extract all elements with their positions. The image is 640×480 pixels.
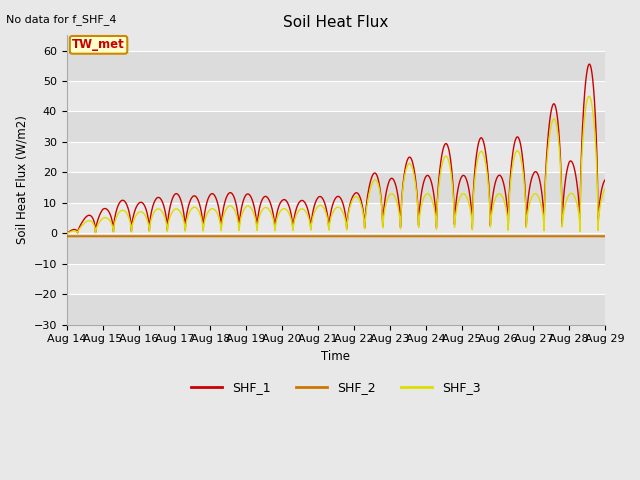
SHF_1 (602, 177, 609, 183)
SHF_3 (591, 130, 598, 136)
SHF_1 (292, 205, 300, 211)
Text: No data for f_SHF_4: No data for f_SHF_4 (6, 14, 117, 25)
SHF_3 (602, 186, 609, 192)
Line: SHF_3: SHF_3 (67, 96, 605, 233)
Bar (67, 172, 605, 203)
SHF_3 (156, 206, 164, 212)
Y-axis label: Soil Heat Flux (W/m2): Soil Heat Flux (W/m2) (15, 116, 28, 244)
SHF_3 (63, 230, 70, 236)
SHF_1 (532, 169, 540, 175)
SHF_3 (124, 213, 132, 219)
SHF_2 (124, 233, 132, 239)
SHF_2 (63, 233, 70, 239)
SHF_2 (292, 233, 300, 239)
Legend: SHF_1, SHF_2, SHF_3: SHF_1, SHF_2, SHF_3 (186, 376, 486, 399)
SHF_2 (602, 233, 609, 239)
SHF_2 (269, 233, 277, 239)
SHF_1 (124, 206, 132, 212)
Bar (67, 294, 605, 324)
SHF_1 (63, 230, 70, 236)
SHF_1 (156, 195, 164, 201)
SHF_2 (156, 233, 164, 239)
SHF_3 (532, 192, 540, 197)
Bar (67, 111, 605, 142)
Title: Soil Heat Flux: Soil Heat Flux (284, 15, 388, 30)
SHF_2 (532, 233, 540, 239)
X-axis label: Time: Time (321, 350, 351, 363)
Text: TW_met: TW_met (72, 38, 125, 51)
SHF_1 (586, 61, 593, 67)
Bar (67, 81, 605, 111)
SHF_3 (292, 212, 300, 217)
SHF_3 (585, 93, 593, 99)
SHF_1 (269, 212, 277, 217)
Bar (67, 233, 605, 264)
SHF_1 (591, 103, 598, 109)
SHF_3 (269, 216, 277, 222)
Bar (67, 142, 605, 172)
SHF_2 (591, 233, 598, 239)
Bar (67, 203, 605, 233)
Bar (67, 264, 605, 294)
Line: SHF_1: SHF_1 (67, 64, 605, 233)
Bar (67, 50, 605, 81)
